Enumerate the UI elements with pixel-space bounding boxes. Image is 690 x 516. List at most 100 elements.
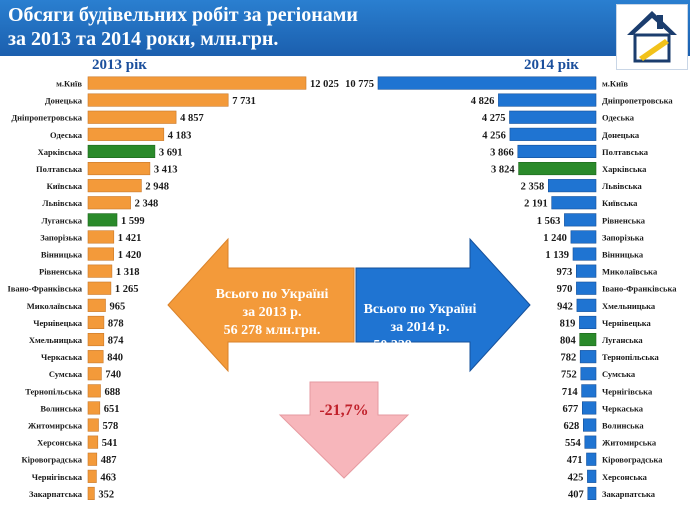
bar-2013-м-київ [87,76,307,90]
bar-2013-рівненська [87,264,113,278]
value-label-2013: 2 948 [145,182,169,193]
value-label-2014: 554 [565,438,582,449]
value-label-2013: 4 857 [180,113,204,124]
category-label-2013: Київська [47,181,83,191]
category-label-2013: Сумська [49,369,83,379]
value-label-2014: 752 [561,370,577,381]
total-2014-line-1: Всього по Україні [364,302,477,317]
category-label-2014: Закарпатська [602,489,656,499]
category-label-2013: м.Київ [56,79,82,89]
bar-2014-донецька [509,127,597,141]
value-label-2013: 541 [102,438,118,449]
value-label-2013: 578 [103,421,119,432]
bar-2014-миколаївська [575,264,597,278]
bar-2014-івано-франківська [576,281,597,295]
value-label-2013: 12 025 [310,79,339,90]
value-label-2014: 4 826 [471,96,495,107]
year-2013-label: 2013 рік [92,57,147,73]
bar-2014-полтавська [517,144,597,158]
category-label-2013: Дніпропетровська [11,113,82,123]
category-label-2013: Луганська [41,215,82,225]
value-label-2013: 965 [110,301,126,312]
bar-2013-львівська [87,196,131,210]
title-banner: Обсяги будівельних робіт за регіонами за… [0,0,690,56]
value-label-2013: 3 413 [154,165,178,176]
title-line-1: Обсяги будівельних робіт за регіонами [8,4,358,26]
total-2014-line-3: 50 229 млн.грн [373,338,466,353]
value-label-2013: 740 [105,370,121,381]
total-2013-callout: Всього по Україні за 2013 р. 56 278 млн.… [167,237,355,373]
bar-2014-м-київ [377,76,597,90]
value-label-2013: 651 [104,404,120,415]
bar-2013-хмельницька [87,332,105,347]
category-label-2013: Одеська [50,130,83,140]
category-label-2013: Закарпатська [29,489,83,499]
category-label-2014: Чернівецька [602,318,652,328]
value-label-2013: 688 [105,387,121,398]
value-label-2014: 4 256 [482,130,506,141]
change-callout: -21,7% [278,381,410,479]
category-label-2014: Рівненська [602,215,646,225]
bar-2014-запорізька [570,230,597,244]
value-label-2014: 677 [563,404,579,415]
value-label-2013: 1 265 [115,284,139,295]
category-label-2013: Донецька [45,96,83,106]
value-label-2014: 3 824 [491,165,515,176]
value-label-2014: 628 [564,421,580,432]
total-2013-line-3: 56 278 млн.грн. [224,323,321,338]
category-label-2013: Волинська [40,403,82,413]
year-2014-label: 2014 рік [524,57,579,73]
category-label-2013: Запорізька [40,232,83,242]
change-percent: -21,7% [319,402,368,419]
total-2014-line-2: за 2014 р. [391,320,450,335]
bar-2013-івано-франківська [87,281,112,295]
value-label-2014: 2 358 [521,182,545,193]
down-arrow-shape [278,381,410,479]
value-label-2014: 4 275 [482,113,506,124]
bar-2014-волинська [582,418,597,432]
total-2014-callout: Всього по Україні за 2014 р. 50 229 млн.… [355,237,531,373]
category-label-2013: Кіровоградська [22,455,83,465]
value-label-2014: 819 [560,318,576,329]
bar-2014-одеська [509,110,597,124]
bar-2014-київська [551,196,597,210]
total-2013-line-1: Всього по Україні [216,287,329,302]
value-label-2014: 407 [568,489,584,500]
left-arrow-shape [167,237,355,373]
value-label-2013: 1 318 [116,267,140,278]
bar-2013-сумська [87,367,102,381]
value-label-2014: 1 563 [537,216,561,227]
bar-2013-херсонська [87,435,99,449]
value-label-2014: 1 240 [543,233,567,244]
bar-2013-тернопільська [87,384,101,398]
value-label-2014: 973 [557,267,573,278]
bar-2014-луганська [579,332,597,347]
bar-2014-рівненська [564,213,597,227]
category-label-2014: м.Київ [602,79,628,89]
category-label-2013: Житомирська [28,421,83,431]
chart-2014: м.Київ 10 775 Дніпропетровська 4 826 Одеська… [345,76,677,500]
category-label-2014: Волинська [602,421,644,431]
value-label-2013: 2 348 [135,199,159,210]
category-label-2013: Полтавська [36,164,83,174]
value-label-2014: 3 866 [490,147,514,158]
category-label-2013: Тернопільська [25,386,83,396]
value-label-2013: 1 599 [121,216,145,227]
value-label-2014: 10 775 [345,79,374,90]
category-label-2014: Кіровоградська [602,455,663,465]
bar-2013-миколаївська [87,298,106,312]
category-label-2014: Львівська [602,181,643,191]
category-label-2014: Полтавська [602,147,649,157]
category-label-2014: Вінницька [602,250,644,260]
category-label-2014: Сумська [602,369,636,379]
category-label-2014: Донецька [602,130,640,140]
category-label-2014: Харківська [602,164,647,174]
value-label-2013: 487 [101,455,117,466]
bar-2014-херсонська [587,469,597,483]
category-label-2013: Черкаська [41,352,83,362]
value-label-2013: 7 731 [232,96,256,107]
value-label-2014: 804 [560,336,577,347]
category-label-2013: Хмельницька [29,335,83,345]
